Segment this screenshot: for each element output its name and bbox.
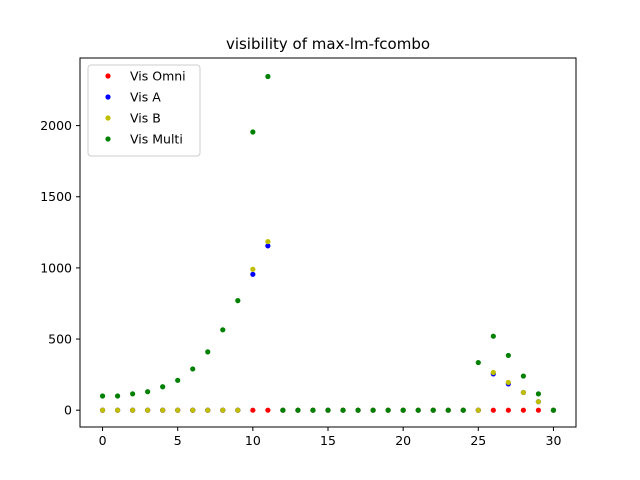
point-vis-multi-19 [385, 407, 391, 413]
point-vis-b-1 [114, 407, 121, 413]
y-tick-label: 0 [64, 403, 72, 418]
legend-label-vis-omni: Vis Omni [130, 69, 186, 84]
point-vis-b-6 [190, 407, 196, 413]
point-vis-multi-16 [340, 407, 346, 413]
point-vis-b-26 [490, 369, 496, 376]
point-vis-b-8 [220, 407, 226, 413]
point-vis-multi-20 [400, 407, 406, 413]
point-vis-omni-26 [490, 407, 496, 413]
points-layer [99, 73, 557, 413]
x-tick-label: 30 [546, 433, 562, 448]
point-vis-multi-28 [520, 373, 526, 379]
legend-box [87, 64, 201, 157]
point-vis-b-29 [535, 399, 542, 405]
point-vis-omni-28 [520, 407, 526, 413]
point-vis-multi-17 [355, 407, 361, 413]
point-vis-omni-29 [535, 407, 542, 413]
point-vis-b-28 [520, 389, 526, 396]
point-vis-multi-8 [220, 327, 226, 333]
point-vis-multi-3 [145, 389, 151, 395]
legend: Vis Omni Vis A Vis B Vis Multi [87, 64, 201, 157]
y-tick-label: 2000 [40, 118, 72, 133]
legend-label-vis-a: Vis A [130, 90, 161, 105]
point-vis-omni-10 [250, 407, 256, 413]
y-tick-label: 1500 [40, 189, 72, 204]
point-vis-b-5 [175, 407, 181, 413]
point-vis-multi-26 [490, 333, 496, 339]
legend-label-vis-b: Vis B [130, 111, 161, 126]
y-tick-label: 1000 [40, 260, 72, 275]
x-tick-label: 5 [174, 433, 182, 448]
x-tick-label: 10 [245, 433, 261, 448]
point-vis-multi-4 [160, 384, 166, 390]
point-vis-multi-0 [99, 393, 106, 399]
legend-marker-vis-b [105, 115, 111, 121]
point-vis-multi-29 [535, 391, 542, 397]
point-vis-multi-6 [190, 366, 196, 372]
point-vis-multi-23 [445, 407, 451, 413]
y-tick-label: 500 [48, 332, 72, 347]
point-vis-multi-1 [114, 393, 121, 399]
point-vis-omni-11 [265, 407, 271, 413]
point-vis-multi-11 [265, 73, 271, 80]
x-tick-label: 25 [470, 433, 486, 448]
point-vis-b-10 [250, 266, 256, 272]
legend-marker-vis-a [105, 94, 111, 100]
point-vis-multi-9 [235, 298, 241, 304]
point-vis-b-7 [205, 407, 211, 413]
point-vis-b-9 [235, 407, 241, 413]
x-tick-label: 20 [395, 433, 411, 448]
point-vis-b-0 [99, 407, 106, 413]
point-vis-b-11 [265, 238, 271, 245]
point-vis-multi-14 [310, 407, 316, 413]
point-vis-a-11 [265, 243, 271, 249]
point-vis-b-4 [160, 407, 166, 413]
chart-title: visibility of max-lm-fcombo [226, 35, 430, 53]
point-vis-multi-15 [325, 407, 331, 413]
point-vis-multi-12 [280, 407, 286, 413]
point-vis-b-27 [505, 379, 511, 386]
point-vis-omni-27 [505, 407, 511, 413]
point-vis-multi-7 [205, 349, 211, 355]
y-axis: 0 500 1000 1500 2000 [40, 118, 80, 418]
point-vis-multi-10 [250, 129, 256, 135]
point-vis-multi-22 [430, 407, 436, 413]
x-tick-label: 15 [320, 433, 336, 448]
point-vis-multi-13 [295, 407, 301, 413]
point-vis-b-3 [145, 407, 151, 413]
legend-label-vis-multi: Vis Multi [130, 132, 183, 147]
point-vis-b-25 [475, 407, 481, 413]
point-vis-multi-30 [550, 407, 557, 413]
point-vis-multi-5 [175, 377, 181, 383]
point-vis-multi-24 [460, 407, 466, 413]
point-vis-b-2 [130, 407, 136, 413]
point-vis-multi-18 [370, 407, 376, 413]
point-vis-multi-2 [130, 391, 136, 397]
x-axis: 0 5 10 15 20 25 30 [99, 427, 562, 448]
legend-marker-vis-omni [105, 73, 111, 79]
legend-marker-vis-multi [105, 136, 111, 142]
x-tick-label: 0 [99, 433, 107, 448]
point-vis-a-10 [250, 271, 256, 277]
point-vis-multi-21 [415, 407, 421, 413]
point-vis-multi-25 [475, 359, 481, 366]
point-vis-multi-27 [505, 352, 511, 359]
